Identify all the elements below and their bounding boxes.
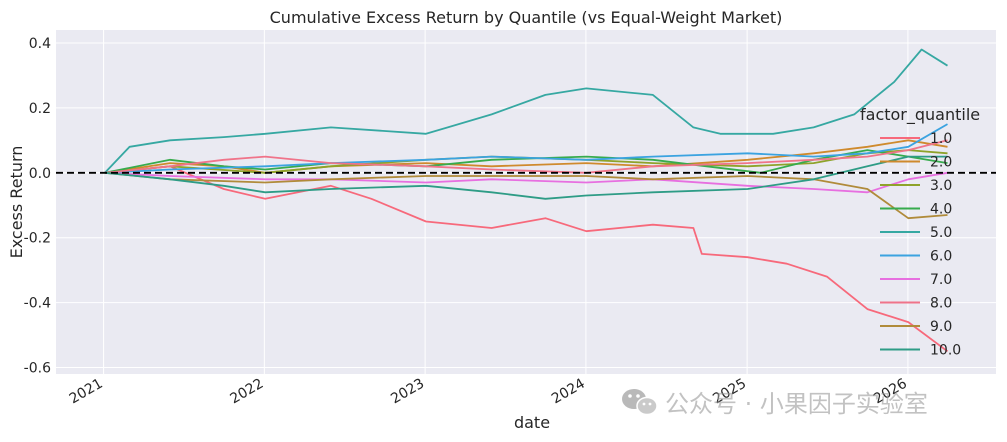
x-tick-label: 2022 bbox=[227, 376, 266, 408]
x-tick-label: 2023 bbox=[388, 376, 427, 408]
series-line-6.0 bbox=[104, 123, 948, 174]
y-tick-label: 0.4 bbox=[29, 36, 51, 52]
wechat-icon bbox=[622, 389, 658, 416]
legend-title: factor_quantile bbox=[860, 105, 980, 125]
series-line-9.0 bbox=[104, 171, 948, 220]
legend-label: 5.0 bbox=[930, 225, 952, 241]
chart-title: Cumulative Excess Return by Quantile (vs… bbox=[270, 8, 783, 27]
series-line-1.0 bbox=[104, 165, 949, 353]
series-layer bbox=[104, 48, 949, 353]
legend-label: 7.0 bbox=[930, 272, 952, 288]
y-tick-label: -0.4 bbox=[24, 296, 51, 312]
y-tick-label: 0.2 bbox=[29, 101, 51, 117]
watermark-text: 公众号 · 小果因子实验室 bbox=[665, 390, 928, 418]
series-line-10.0 bbox=[104, 155, 948, 200]
legend-label: 6.0 bbox=[930, 249, 952, 265]
x-axis-title: date bbox=[514, 413, 550, 432]
legend-label: 1.0 bbox=[930, 131, 952, 147]
watermark: 公众号 · 小果因子实验室 bbox=[622, 389, 928, 418]
legend-label: 9.0 bbox=[930, 319, 952, 335]
plot-area bbox=[56, 30, 996, 374]
legend-items: 1.0 2.0 3.0 4.0 5.0 6.0 7.0 8.0 9.0 10.0 bbox=[880, 131, 961, 359]
x-tick-label: 2021 bbox=[67, 376, 106, 408]
y-tick-label: -0.6 bbox=[24, 361, 51, 377]
legend-label: 8.0 bbox=[930, 296, 952, 312]
series-line-7.0 bbox=[104, 171, 948, 194]
y-tick-label: -0.2 bbox=[24, 231, 51, 247]
x-tick-label: 2024 bbox=[549, 376, 588, 408]
legend-label: 4.0 bbox=[930, 202, 952, 218]
legend-label: 2.0 bbox=[930, 155, 952, 171]
series-line-8.0 bbox=[104, 139, 948, 174]
y-tick-labels: -0.6 -0.4 -0.2 0.0 0.2 0.4 bbox=[24, 36, 51, 377]
legend: factor_quantile 1.0 2.0 3.0 4.0 5.0 6.0 7.0 8.0… bbox=[860, 105, 980, 359]
y-axis-title: Excess Return bbox=[7, 146, 26, 259]
legend-label: 3.0 bbox=[930, 178, 952, 194]
series-line-5.0 bbox=[104, 48, 948, 174]
y-tick-label: 0.0 bbox=[29, 166, 51, 182]
legend-label: 10.0 bbox=[930, 343, 961, 359]
